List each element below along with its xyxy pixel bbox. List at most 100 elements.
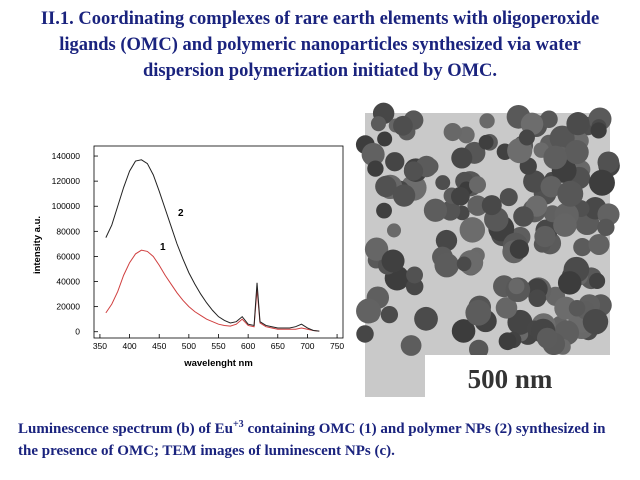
- nanoparticle: [513, 206, 534, 227]
- nanoparticle: [481, 195, 502, 216]
- nanoparticle: [376, 202, 392, 219]
- nanoparticle: [423, 198, 448, 222]
- nanoparticle: [364, 237, 389, 261]
- nanoparticle: [540, 175, 563, 198]
- nanoparticle: [386, 223, 402, 238]
- x-tick-label: 400: [122, 341, 136, 351]
- nanoparticle: [356, 298, 381, 324]
- nanoparticle: [566, 112, 590, 136]
- chart: 500 nm 0 20000 40000 60000 80000 100000 120000 1…: [32, 102, 620, 397]
- nanoparticle: [435, 175, 451, 191]
- x-tick-label: 350: [93, 341, 107, 351]
- nanoparticle: [543, 145, 568, 170]
- nanoparticle: [479, 113, 495, 129]
- x-tick-label: 550: [211, 341, 225, 351]
- caption: Luminescence spectrum (b) of Eu+3 contai…: [18, 414, 628, 462]
- y-tick-label: 0: [75, 327, 80, 337]
- nanoparticle: [495, 297, 518, 319]
- nanoparticle: [590, 122, 607, 139]
- nanoparticle: [573, 237, 592, 257]
- nanoparticle: [406, 266, 424, 284]
- nanoparticle: [568, 299, 586, 317]
- nanoparticle: [588, 233, 610, 256]
- y-tick-label: 40000: [56, 277, 80, 287]
- caption-text: Luminescence spectrum (b) of Eu: [18, 421, 233, 437]
- y-tick-label: 140000: [52, 151, 81, 161]
- x-tick-label: 750: [330, 341, 344, 351]
- x-tick-label: 600: [241, 341, 255, 351]
- nanoparticle: [508, 278, 525, 295]
- nanoparticle: [385, 152, 405, 172]
- nanoparticle: [370, 116, 387, 132]
- nanoparticle: [435, 229, 458, 252]
- nanoparticles: [355, 102, 620, 360]
- nanoparticle: [557, 180, 584, 207]
- nanoparticle: [393, 115, 413, 136]
- nanoparticle: [443, 122, 462, 142]
- x-tick-label: 500: [182, 341, 196, 351]
- nanoparticle: [498, 332, 517, 351]
- series-label: 2: [178, 208, 184, 219]
- nanoparticle: [392, 184, 416, 207]
- plot-frame: [93, 145, 344, 339]
- x-tick-label: 700: [300, 341, 314, 351]
- x-tick-label: 450: [152, 341, 166, 351]
- nanoparticle: [451, 147, 473, 169]
- nanoparticle: [509, 239, 530, 259]
- nanoparticle: [564, 140, 589, 165]
- nanoparticle: [597, 151, 620, 174]
- y-tick-label: 60000: [56, 251, 80, 261]
- slide-title: II.1. Coordinating complexes of rare ear…: [40, 9, 600, 81]
- nanoparticle: [534, 225, 556, 248]
- nanoparticle: [540, 110, 558, 129]
- nanoparticle: [459, 217, 486, 243]
- nanoparticle: [518, 129, 535, 146]
- scale-bar-label: 500 nm: [468, 364, 553, 394]
- y-axis-label: intensity a.u.: [32, 216, 43, 274]
- y-tick-label: 100000: [52, 201, 81, 211]
- nanoparticle: [536, 327, 558, 349]
- nanoparticle: [597, 218, 615, 237]
- nanoparticle: [414, 306, 438, 331]
- nanoparticle: [499, 188, 518, 207]
- nanoparticle: [377, 131, 393, 147]
- nanoparticle: [507, 309, 533, 335]
- x-axis-label: wavelenght nm: [183, 358, 253, 369]
- nanoparticle: [375, 175, 397, 198]
- y-tick-label: 80000: [56, 226, 80, 236]
- nanoparticle: [381, 249, 405, 273]
- nanoparticle: [478, 134, 494, 150]
- nanoparticle: [450, 186, 470, 206]
- nanoparticle: [356, 325, 374, 343]
- nanoparticle: [582, 309, 609, 335]
- nanoparticle: [403, 161, 424, 181]
- nanoparticle: [380, 306, 399, 324]
- nanoparticle: [528, 289, 547, 307]
- nanoparticle: [557, 271, 582, 295]
- nanoparticle: [553, 213, 577, 237]
- series-label: 1: [160, 242, 166, 253]
- series-line: [105, 249, 320, 332]
- series-line: [105, 159, 320, 332]
- nanoparticle: [467, 195, 488, 216]
- y-tick-label: 20000: [56, 302, 80, 312]
- nanoparticle: [465, 299, 492, 326]
- nanoparticle: [468, 176, 487, 194]
- nanoparticle: [400, 335, 422, 356]
- scale-bar-panel: [425, 355, 610, 397]
- nanoparticle: [456, 256, 472, 272]
- nanoparticle: [589, 169, 615, 196]
- nanoparticle: [367, 160, 384, 177]
- nanoparticle: [523, 170, 546, 193]
- caption-text: containing OMC (1) and polymer NPs (2) s…: [18, 421, 606, 459]
- nanoparticle: [451, 319, 476, 343]
- caption-superscript: +3: [232, 419, 244, 430]
- nanoparticle: [434, 252, 459, 278]
- y-tick-label: 120000: [52, 176, 81, 186]
- nanoparticle: [361, 142, 385, 166]
- nanoparticle: [589, 272, 606, 290]
- nanoparticle: [457, 126, 475, 144]
- nanoparticle: [469, 339, 489, 360]
- x-tick-label: 650: [271, 341, 285, 351]
